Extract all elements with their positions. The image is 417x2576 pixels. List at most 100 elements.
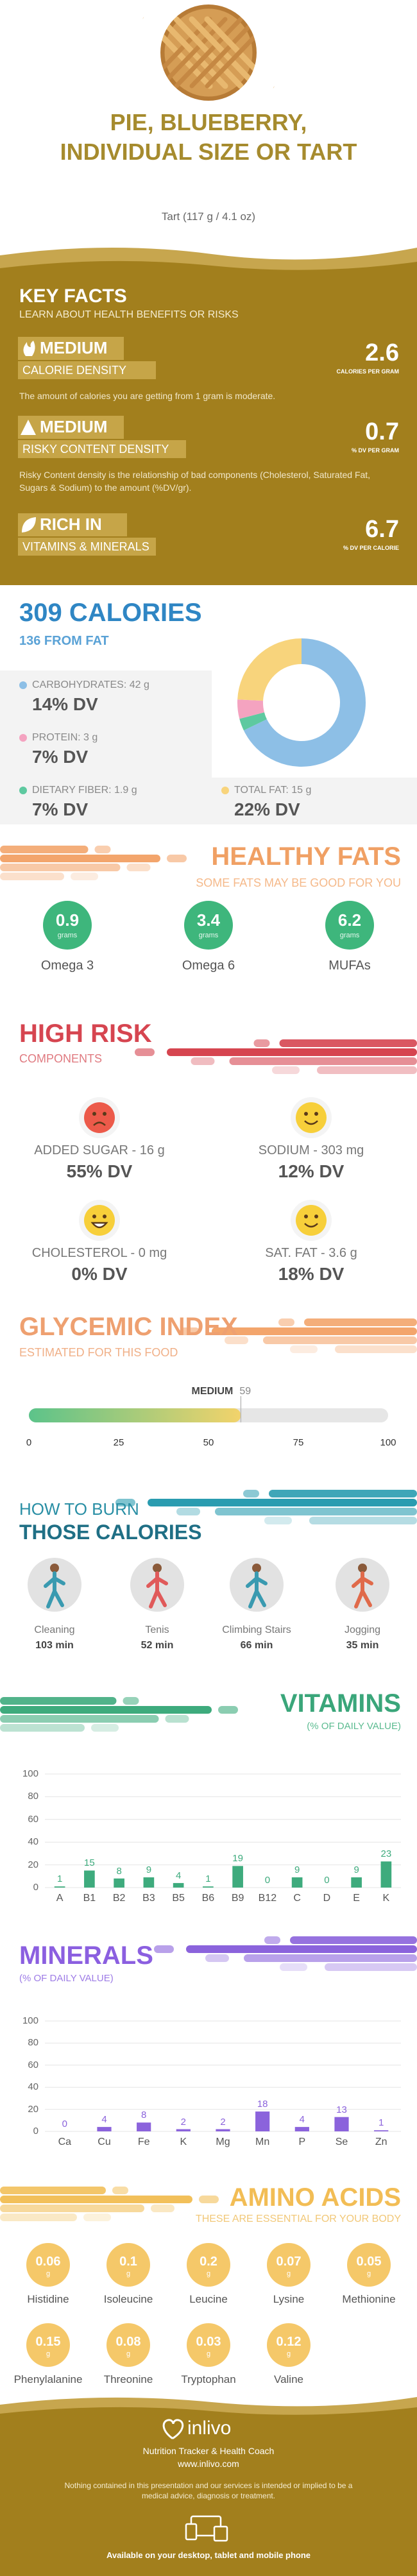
face-icon <box>84 1205 115 1236</box>
activity-body <box>352 1571 373 1608</box>
y-tick-label: 100 <box>22 2015 38 2026</box>
bar <box>374 2130 389 2131</box>
bar-value-label: 2 <box>180 2116 186 2128</box>
decor-stripe <box>112 2187 128 2194</box>
decor-stripe <box>212 1327 417 1335</box>
x-tick-label: Se <box>335 2137 348 2147</box>
amino-unit: g <box>366 2270 371 2278</box>
y-tick-label: 60 <box>28 2059 38 2070</box>
bar-value-label: 13 <box>336 2104 347 2115</box>
activity-time: 66 min <box>240 1640 273 1651</box>
pie-lattice <box>189 17 259 89</box>
risk-label: SAT. FAT - 3.6 g <box>265 1246 357 1260</box>
decor-stripe <box>253 1039 270 1047</box>
amino-value: 0.07 <box>276 2255 302 2269</box>
bar <box>143 1877 155 1888</box>
amino-unit: g <box>46 2270 51 2278</box>
decor-stripe <box>148 1499 417 1506</box>
title: PIE, BLUEBERRY, INDIVIDUAL SIZE OR TART <box>60 109 357 165</box>
amino-name: Histidine <box>27 2293 69 2305</box>
footer-bg <box>0 2407 417 2576</box>
y-tick-label: 40 <box>28 1836 38 1848</box>
fact-value: 6.7 <box>365 516 399 543</box>
amino-circle <box>187 2323 230 2367</box>
decor-stripe <box>91 1724 119 1732</box>
amino-circle <box>267 2323 311 2367</box>
decor-stripe <box>278 1318 294 1326</box>
y-tick-label: 0 <box>33 2126 38 2137</box>
bar-value-label: 9 <box>353 1864 359 1876</box>
face-icon <box>296 1102 327 1133</box>
row-bg <box>0 670 212 824</box>
bar <box>84 1870 95 1888</box>
activity-head <box>252 1564 261 1573</box>
decor-stripe <box>0 1724 85 1732</box>
decor-stripe <box>0 2196 192 2203</box>
decor-stripe <box>0 855 160 862</box>
bar-value-label: 19 <box>232 1853 243 1864</box>
decor-stripe <box>180 1327 200 1335</box>
fat-unit: grams <box>57 932 78 939</box>
nutrient-dv: 14% DV <box>32 694 98 714</box>
section-subtitle: COMPONENTS <box>19 1052 103 1065</box>
decor-stripe <box>205 1954 229 1962</box>
fact-value: 2.6 <box>365 339 399 366</box>
face-eye <box>304 1215 308 1218</box>
legend-dot <box>221 787 229 794</box>
face-eye <box>304 1112 308 1116</box>
decor-stripe <box>317 1066 417 1074</box>
fat-value: 0.9 <box>55 910 80 930</box>
section-title: HIGH RISK <box>19 1019 152 1048</box>
decor-stripe <box>325 1963 417 1971</box>
calories-from-fat: 136 FROM FAT <box>19 634 109 648</box>
decor-stripe <box>83 2213 111 2221</box>
bar <box>216 2129 230 2131</box>
risk-label: SODIUM - 303 mg <box>258 1143 364 1157</box>
bar <box>173 1882 184 1888</box>
x-tick-label: Mg <box>216 2137 230 2147</box>
amino-name: Tryptophan <box>181 2373 236 2385</box>
amino-value: 0.06 <box>35 2255 61 2269</box>
decor-stripe <box>151 2205 174 2212</box>
face-eye <box>92 1112 96 1116</box>
x-tick-label: Zn <box>375 2137 387 2147</box>
brand-heart <box>162 2419 184 2439</box>
amino-value: 0.08 <box>115 2335 141 2349</box>
bar-value-label: 8 <box>140 2110 147 2121</box>
icon-flame <box>23 341 35 356</box>
amino-name: Phenylalanine <box>13 2373 83 2385</box>
y-tick-label: 0 <box>33 1882 38 1893</box>
brand-url: www.inlivo.com <box>178 2459 239 2469</box>
decor-stripe <box>225 1336 248 1344</box>
x-tick-label: Cu <box>98 2137 111 2147</box>
decor-stripe <box>269 1490 417 1497</box>
gauge-tick-label: 75 <box>293 1437 304 1448</box>
decor-stripe <box>0 1697 117 1705</box>
risk-dv: 55% DV <box>66 1161 133 1181</box>
section-subtitle: (% OF DAILY VALUE) <box>307 1721 401 1732</box>
activity-time: 103 min <box>35 1640 74 1651</box>
section-title: THOSE CALORIES <box>19 1521 202 1544</box>
amino-value: 0.1 <box>119 2255 137 2269</box>
activity-name: Cleaning <box>34 1625 75 1635</box>
donut-slice <box>243 638 366 767</box>
activity-time: 52 min <box>140 1640 174 1651</box>
activity-body <box>44 1571 65 1608</box>
amino-name: Lysine <box>273 2293 305 2305</box>
y-tick-label: 20 <box>28 2103 38 2115</box>
risk-label: ADDED SUGAR - 16 g <box>34 1143 165 1157</box>
decor-stripe <box>335 1345 417 1353</box>
bar-value-label: 9 <box>294 1864 300 1876</box>
decor-stripe <box>243 1490 259 1497</box>
legend-dot <box>19 681 27 689</box>
amino-value: 0.05 <box>356 2255 382 2269</box>
bar-value-label: 0 <box>264 1875 271 1886</box>
section-subtitle: (% OF DAILY VALUE) <box>19 1973 114 1984</box>
decor-stripe <box>0 846 89 853</box>
nutrient-label: TOTAL FAT: 15 g <box>234 785 312 796</box>
decor-stripe <box>0 2213 77 2221</box>
decor-stripe <box>0 873 64 880</box>
bar-value-label: 0 <box>62 2119 67 2129</box>
amino-value: 0.2 <box>200 2255 217 2269</box>
activity-body <box>246 1571 268 1608</box>
